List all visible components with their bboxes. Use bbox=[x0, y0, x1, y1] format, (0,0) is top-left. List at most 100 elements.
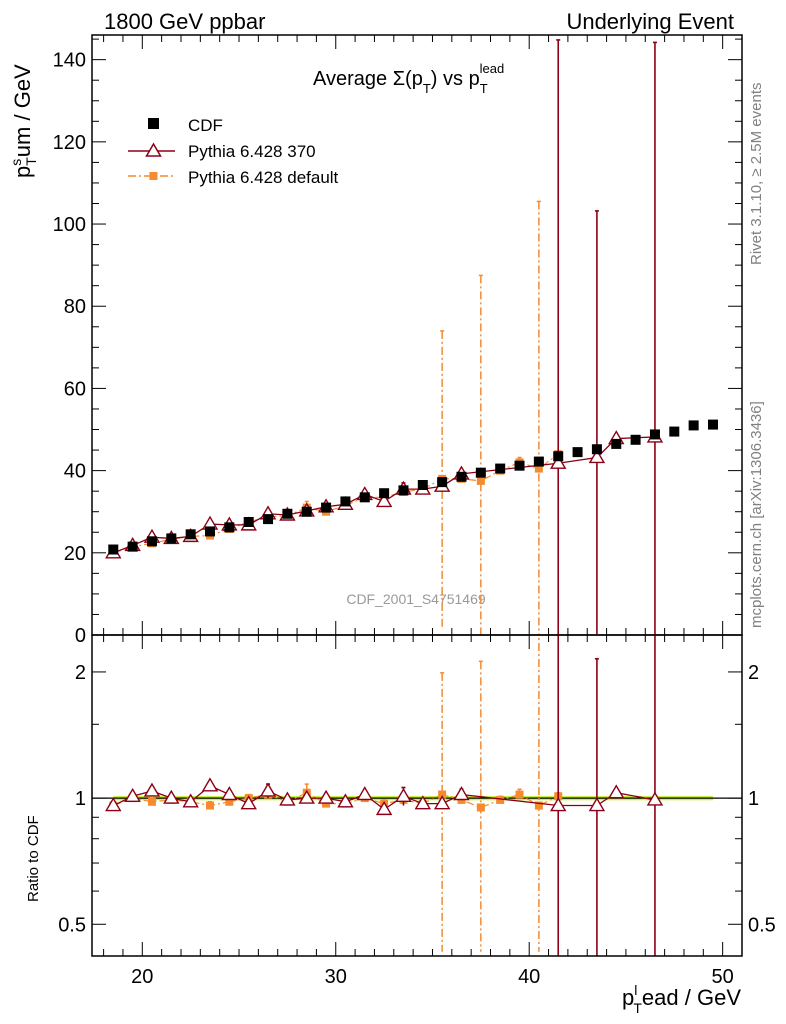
ratio-point-pythia-default bbox=[534, 801, 543, 810]
data-point-cdf bbox=[340, 496, 351, 507]
data-point-cdf bbox=[301, 506, 312, 517]
data-point-cdf bbox=[669, 426, 680, 437]
ratio-point-pythia-370 bbox=[279, 791, 296, 806]
legend-pythia-default-label: Pythia 6.428 default bbox=[188, 168, 339, 187]
ratio-y-tick-label-left: 2 bbox=[75, 662, 86, 684]
x-tick-label: 30 bbox=[325, 966, 347, 988]
main-plot-panel: 0 20 40 60 80 100 120 140 CDF_2001_S4751469 Ave… bbox=[8, 34, 743, 647]
data-point-cdf bbox=[359, 492, 370, 503]
x-axis-label-rest: ead / GeV bbox=[642, 985, 741, 1010]
y-axis-label: psTum / GeV bbox=[8, 64, 39, 178]
y-axis-label-rest: um / GeV bbox=[10, 64, 35, 157]
header-left-label: 1800 GeV ppbar bbox=[104, 9, 265, 34]
ratio-y-tick-label-left: 0.5 bbox=[58, 914, 86, 936]
ratio-plot-data bbox=[105, 635, 664, 956]
ratio-point-pythia-default bbox=[496, 795, 505, 804]
ratio-y-tick-label-left: 1 bbox=[75, 788, 86, 810]
ratio-point-pythia-370 bbox=[433, 795, 451, 810]
y-axis-label-main: p bbox=[10, 166, 35, 178]
ratio-axis-ticks: 0.5 0.5 1 1 2 2 20 30 40 50 bbox=[58, 635, 776, 988]
data-point-pythia-370 bbox=[550, 454, 567, 469]
ratio-point-pythia-370 bbox=[608, 784, 625, 799]
legend-pythia-370-marker bbox=[145, 142, 162, 157]
data-point-cdf bbox=[282, 508, 293, 519]
ratio-point-pythia-370 bbox=[259, 782, 277, 797]
y-axis-label-sub: T bbox=[23, 157, 39, 166]
data-point-cdf bbox=[263, 514, 274, 525]
y-tick-label: 140 bbox=[53, 50, 86, 72]
plot-title-sup2: lead bbox=[480, 61, 505, 76]
plot-title-sub1: T bbox=[423, 81, 431, 96]
legend-pythia-370-label: Pythia 6.428 370 bbox=[188, 142, 316, 161]
main-plot-data bbox=[105, 39, 718, 635]
ratio-y-tick-label-right: 2 bbox=[748, 662, 759, 684]
data-point-cdf bbox=[166, 533, 177, 544]
data-point-cdf bbox=[146, 536, 157, 547]
y-tick-label: 80 bbox=[64, 296, 86, 318]
data-point-cdf bbox=[185, 529, 196, 540]
ratio-point-pythia-370 bbox=[395, 787, 412, 802]
header-right-label: Underlying Event bbox=[566, 9, 734, 34]
plot-title: Average Σ(pT) vs pTlead bbox=[313, 61, 504, 96]
y-tick-label: 20 bbox=[64, 543, 86, 565]
ratio-point-pythia-default bbox=[438, 790, 447, 799]
svg-text:psTum / GeV: psTum / GeV bbox=[8, 64, 39, 178]
y-tick-label: 120 bbox=[53, 132, 86, 154]
ratio-point-pythia-370 bbox=[201, 777, 219, 792]
rivet-version-label: Rivet 3.1.10, ≥ 2.5M events bbox=[748, 83, 765, 266]
ratio-point-pythia-370 bbox=[182, 793, 199, 808]
plot-title-mid: ) vs p bbox=[431, 68, 480, 90]
ratio-point-pythia-370 bbox=[414, 795, 432, 810]
ratio-point-pythia-370 bbox=[143, 782, 161, 797]
y-tick-label: 100 bbox=[53, 214, 86, 236]
legend-entry-pythia-default: Pythia 6.428 default bbox=[128, 168, 339, 187]
data-point-cdf bbox=[688, 420, 699, 431]
data-point-cdf bbox=[630, 434, 641, 445]
legend-cdf-label: CDF bbox=[188, 116, 223, 135]
x-tick-label: 50 bbox=[712, 966, 734, 988]
legend: CDF Pythia 6.428 370 Pythia 6.428 defaul… bbox=[128, 116, 339, 187]
data-point-cdf bbox=[572, 447, 583, 458]
mcplots-reference-label: mcplots.cern.ch [arXiv:1306.3436] bbox=[748, 401, 765, 628]
data-point-cdf bbox=[707, 419, 718, 430]
ratio-plot-frame bbox=[91, 634, 743, 957]
data-point-cdf bbox=[495, 463, 506, 474]
ratio-point-pythia-370 bbox=[298, 789, 315, 804]
data-point-cdf bbox=[591, 444, 602, 455]
plot-title-main: Average Σ(p bbox=[313, 68, 423, 90]
data-point-cdf bbox=[649, 429, 660, 440]
y-tick-label: 60 bbox=[64, 378, 86, 400]
ratio-point-pythia-370 bbox=[588, 797, 606, 812]
y-tick-label: 0 bbox=[75, 625, 86, 647]
data-point-cdf bbox=[514, 460, 525, 471]
ratio-point-pythia-default bbox=[515, 790, 524, 799]
x-tick-label: 40 bbox=[518, 966, 540, 988]
plot-title-sub2: T bbox=[480, 81, 488, 96]
ratio-point-pythia-370 bbox=[375, 800, 393, 816]
ratio-point-pythia-370 bbox=[317, 789, 335, 804]
ratio-point-pythia-default bbox=[206, 801, 215, 810]
data-point-cdf bbox=[553, 451, 564, 462]
x-axis-label: pl Tead / GeV bbox=[622, 982, 741, 1016]
legend-cdf-marker bbox=[148, 118, 159, 129]
data-point-cdf bbox=[224, 522, 235, 533]
data-point-pythia-370 bbox=[375, 493, 393, 508]
data-point-cdf bbox=[321, 502, 332, 513]
ratio-point-pythia-370 bbox=[646, 791, 664, 806]
data-point-cdf bbox=[127, 541, 138, 552]
ratio-point-pythia-370 bbox=[337, 793, 354, 808]
data-point-pythia-370 bbox=[588, 449, 606, 464]
data-point-cdf bbox=[437, 477, 448, 488]
x-axis-label-sub: T bbox=[633, 1000, 642, 1016]
data-point-cdf bbox=[398, 485, 409, 496]
data-point-cdf bbox=[533, 456, 544, 467]
ratio-point-pythia-default bbox=[476, 803, 485, 812]
ratio-reference-band bbox=[92, 795, 742, 801]
x-axis-label-main: p bbox=[622, 985, 634, 1010]
ratio-point-pythia-370 bbox=[453, 786, 470, 801]
data-point-cdf bbox=[108, 544, 119, 555]
legend-entry-pythia-370: Pythia 6.428 370 bbox=[128, 142, 316, 161]
y-axis-label-sup: s bbox=[8, 159, 24, 166]
ratio-point-pythia-370 bbox=[550, 797, 567, 812]
